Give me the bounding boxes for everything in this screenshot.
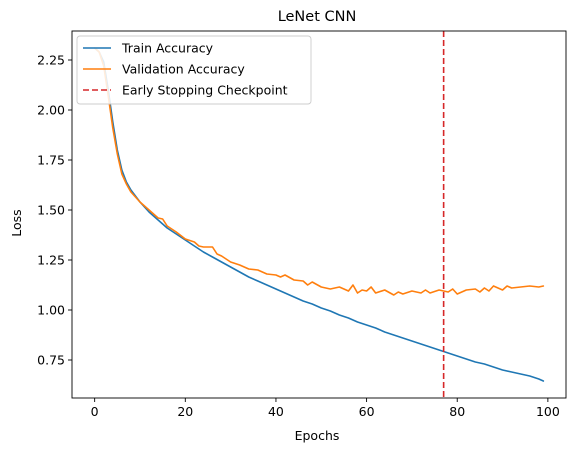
y-tick-label: 1.00 [37, 303, 65, 318]
legend-box [76, 35, 312, 105]
x-tick-label: 80 [449, 404, 465, 419]
x-tick-label: 100 [536, 404, 560, 419]
legend: Train Accuracy Validation Accuracy Early S… [76, 35, 312, 105]
chart-title: LeNet CNN [278, 9, 357, 25]
x-axis-label: Epochs [295, 428, 340, 443]
series-layer [93, 47, 545, 382]
y-axis-ticks: 0.75 1.00 1.25 1.50 1.75 2.00 2.25 [37, 53, 72, 368]
plot-area [71, 30, 567, 399]
y-tick-label: 2.25 [37, 53, 65, 68]
y-tick-label: 1.75 [37, 153, 65, 168]
y-tick-label: 2.00 [37, 103, 65, 118]
legend-label-early-stopping: Early Stopping Checkpoint [122, 83, 288, 98]
y-axis-label: Loss [9, 209, 24, 236]
x-axis-ticks: 0 20 40 60 80 100 [91, 398, 560, 419]
legend-label-train: Train Accuracy [121, 41, 214, 56]
x-tick-label: 0 [91, 404, 99, 419]
y-tick-label: 1.50 [37, 203, 65, 218]
legend-label-validation: Validation Accuracy [122, 62, 245, 77]
y-tick-label: 1.25 [37, 253, 65, 268]
x-tick-label: 20 [177, 404, 193, 419]
x-tick-label: 60 [359, 404, 375, 419]
x-tick-label: 40 [268, 404, 284, 419]
series-line-validation [93, 47, 545, 296]
y-tick-label: 0.75 [37, 353, 65, 368]
plot-frame [71, 30, 567, 399]
